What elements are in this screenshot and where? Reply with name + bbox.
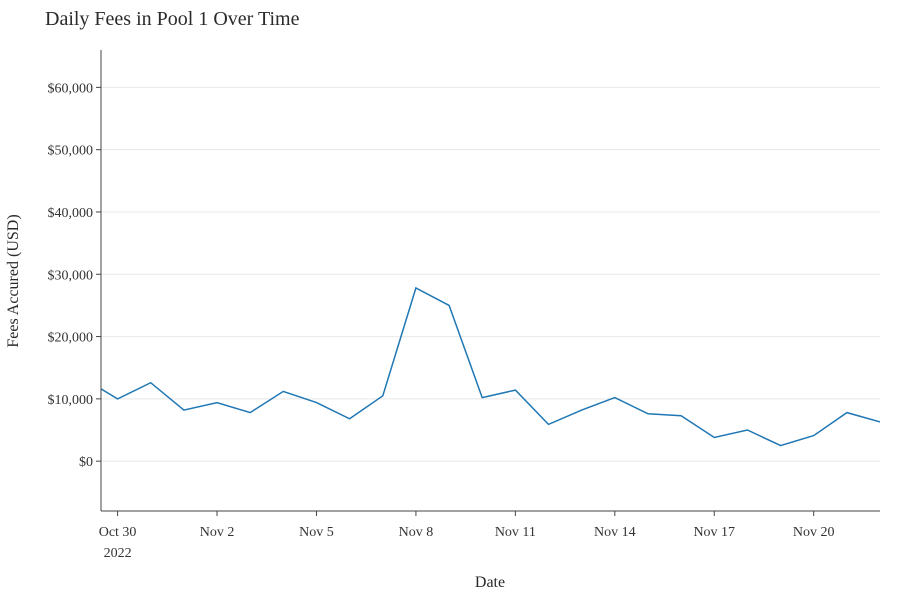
x-axis-title: Date: [475, 574, 505, 591]
y-tick-label: $50,000: [48, 144, 94, 159]
series-line: [101, 286, 880, 447]
y-tick-label: $20,000: [48, 331, 94, 346]
x-tick-label: Nov 14: [594, 525, 636, 540]
x-tick-label: Oct 30: [99, 525, 137, 540]
y-tick-label: $60,000: [48, 81, 94, 96]
y-tick-label: $30,000: [48, 268, 94, 283]
series-layer: [101, 286, 880, 447]
gridlines: [101, 86, 880, 462]
x-axis-ticks: Oct 30 2022 Nov 2 Nov 5 Nov 8 Nov 11 Nov 14 Nov…: [99, 511, 835, 561]
x-tick-label: Nov 17: [693, 525, 735, 540]
y-tick-label: $10,000: [48, 393, 94, 408]
x-tick-label: Nov 5: [299, 525, 334, 540]
y-axis-ticks: $0 $10,000 $20,000 $30,000 $40,000 $50,000 $60…: [48, 81, 101, 470]
x-tick-label: Nov 2: [200, 525, 235, 540]
x-tick-label: Nov 11: [495, 525, 536, 540]
chart-title: Daily Fees in Pool 1 Over Time: [45, 8, 300, 30]
x-tick-sublabel: 2022: [104, 546, 132, 561]
y-tick-label: $0: [79, 455, 93, 470]
x-tick-label: Nov 8: [399, 525, 434, 540]
y-tick-label: $40,000: [48, 206, 94, 221]
x-tick-label: Nov 20: [793, 525, 835, 540]
y-axis-title: Fees Accured (USD): [5, 214, 22, 347]
